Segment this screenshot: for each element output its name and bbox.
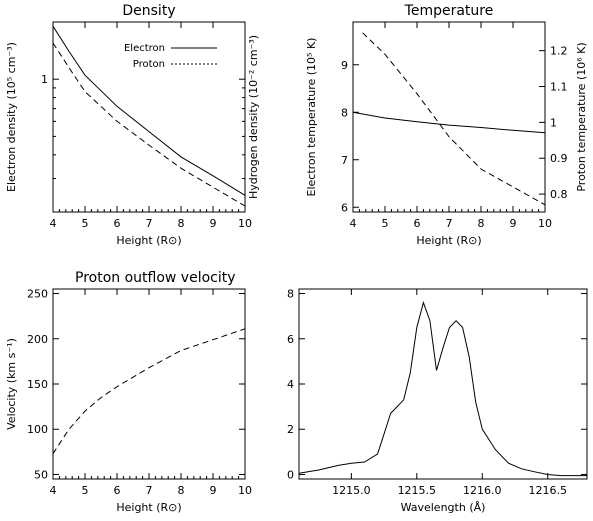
y-tick-label: 6 — [341, 201, 348, 214]
y-axis-label: Electron density (10⁵ cm⁻³) — [5, 42, 18, 192]
x-tick-label: 1215.0 — [332, 484, 371, 497]
chart-title: Proton outflow velocity — [75, 270, 236, 286]
x-tick-label: 1216.0 — [463, 484, 502, 497]
x-tick-label: 7 — [446, 217, 453, 230]
y-axis-label-right: Hydrogen density (10⁻² cm⁻³) — [247, 35, 260, 199]
x-tick-label: 8 — [178, 484, 185, 497]
x-axis-label: Height (R⊙) — [116, 501, 181, 514]
series-line-1 — [52, 42, 246, 207]
series-line-1 — [362, 32, 546, 206]
legend-label: Proton — [133, 59, 165, 70]
x-tick-label: 10 — [238, 217, 252, 230]
plot-frame — [298, 288, 588, 480]
y-tick-label: 2 — [287, 423, 294, 436]
temperature-panel: Temperature 4 5 6 7 8 9 10 6 7 8 9 0.8 0.9 1 1.1 1.2 Heig… — [305, 3, 588, 247]
series-line-0 — [52, 25, 246, 196]
y-tick-label: 250 — [27, 288, 48, 301]
proton-velocity-panel: Proton outflow velocity 4 5 6 7 8 9 10 50 100 150 2… — [5, 270, 252, 514]
x-tick-label: 5 — [82, 484, 89, 497]
chart-title: Density — [122, 3, 175, 19]
y-tick-label: 4 — [287, 378, 294, 391]
spectrum-panel: 1215.0 1215.5 1216.0 1216.5 0 2 4 6 8 Wavelength … — [287, 288, 588, 514]
x-tick-label: 4 — [350, 217, 357, 230]
x-tick-label: 1216.5 — [528, 484, 567, 497]
x-tick-label: 4 — [50, 217, 57, 230]
x-axis-label: Wavelength (Å) — [401, 501, 486, 514]
x-tick-label: 4 — [50, 484, 57, 497]
chart-title: Temperature — [404, 3, 494, 19]
x-tick-label: 1215.5 — [398, 484, 437, 497]
x-tick-label: 7 — [146, 484, 153, 497]
x-tick-label: 8 — [178, 217, 185, 230]
y-tick-label: 8 — [341, 106, 348, 119]
y-right-tick-label: 0.8 — [550, 188, 568, 201]
y-tick-label: 9 — [341, 59, 348, 72]
x-tick-label: 6 — [414, 217, 421, 230]
x-tick-label: 10 — [238, 484, 252, 497]
x-tick-label: 5 — [82, 217, 89, 230]
legend-label: Electron — [124, 43, 165, 54]
x-tick-label: 6 — [114, 484, 121, 497]
plot-frame — [52, 288, 246, 480]
y-tick-label: 200 — [27, 333, 48, 346]
y-tick-label: 1 — [41, 73, 48, 86]
y-tick-label: 8 — [287, 288, 294, 301]
y-axis-label: Electron temperature (10⁵ K) — [305, 38, 318, 197]
y-axis-label: Velocity (km s⁻¹) — [5, 338, 18, 430]
y-axis-label-right: Proton temperature (10⁶ K) — [575, 42, 588, 191]
y-right-tick-label: 1.2 — [550, 45, 568, 58]
x-tick-label: 7 — [146, 217, 153, 230]
x-axis-label: Height (R⊙) — [116, 234, 181, 247]
y-right-tick-label: 0.9 — [550, 152, 568, 165]
x-tick-label: 9 — [210, 217, 217, 230]
series-line-0 — [298, 300, 587, 477]
density-panel: Density 4 5 6 7 8 9 10 1 Height (R⊙) Electron dens… — [5, 3, 260, 247]
y-tick-label: 150 — [27, 378, 48, 391]
x-tick-label: 6 — [114, 217, 121, 230]
y-tick-label: 0 — [287, 468, 294, 481]
series-line-0 — [352, 111, 546, 134]
x-tick-label: 10 — [538, 217, 552, 230]
x-tick-label: 9 — [510, 217, 517, 230]
y-tick-label: 7 — [341, 154, 348, 167]
series-line-0 — [52, 328, 246, 454]
x-axis-label: Height (R⊙) — [416, 234, 481, 247]
x-tick-label: 8 — [478, 217, 485, 230]
y-tick-label: 6 — [287, 333, 294, 346]
y-right-tick-label: 1 — [550, 116, 557, 129]
x-tick-label: 9 — [210, 484, 217, 497]
x-tick-label: 5 — [382, 217, 389, 230]
y-right-tick-label: 1.1 — [550, 81, 568, 94]
y-tick-label: 100 — [27, 423, 48, 436]
y-tick-label: 50 — [34, 468, 48, 481]
